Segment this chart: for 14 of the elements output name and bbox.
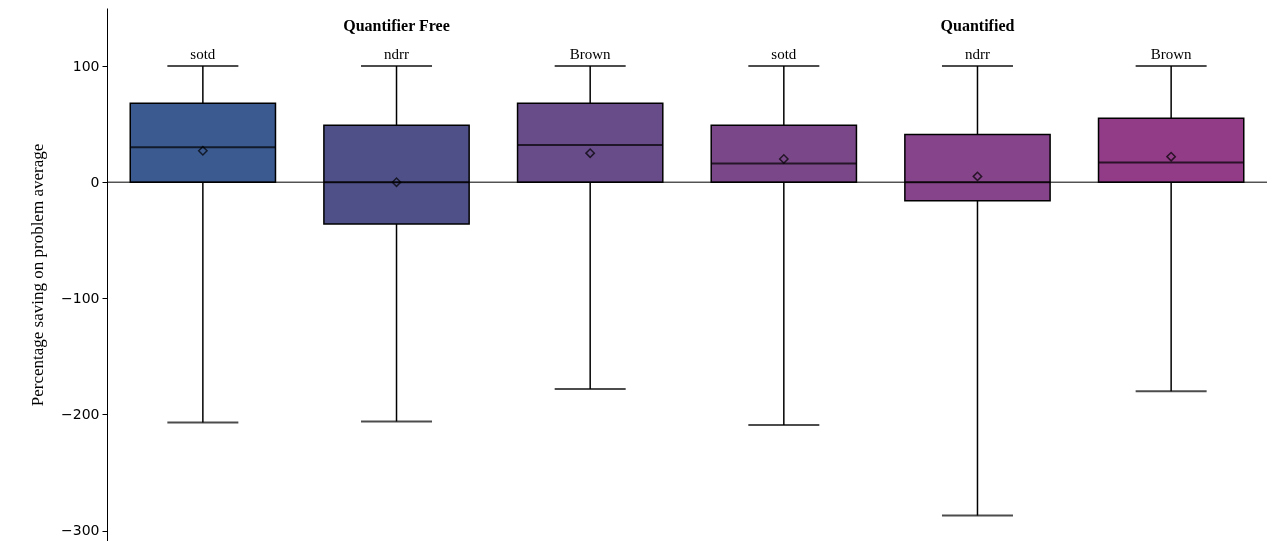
y-tick-label: 100 <box>72 57 100 74</box>
y-tick-label: −100 <box>61 289 100 306</box>
x-tick-label: Brown <box>1150 45 1193 62</box>
x-tick-label: ndrr <box>964 45 990 62</box>
annotation: Quantifier Free <box>343 17 450 34</box>
x-tick-label: sotd <box>771 45 797 62</box>
x-tick-label: Brown <box>569 45 612 62</box>
y-tick-label: −300 <box>61 522 100 539</box>
y-tick-label: −200 <box>61 405 100 422</box>
y-axis-title: Percentage saving on problem average <box>28 143 48 407</box>
annotation: Quantified <box>940 17 1015 34</box>
x-tick-label: sotd <box>190 45 216 62</box>
x-tick-label: ndrr <box>384 45 410 62</box>
y-tick-label: 0 <box>90 173 100 190</box>
